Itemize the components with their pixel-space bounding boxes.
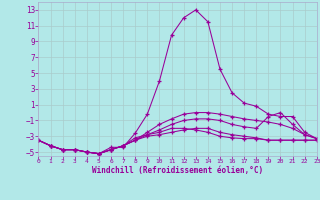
X-axis label: Windchill (Refroidissement éolien,°C): Windchill (Refroidissement éolien,°C) <box>92 166 263 175</box>
